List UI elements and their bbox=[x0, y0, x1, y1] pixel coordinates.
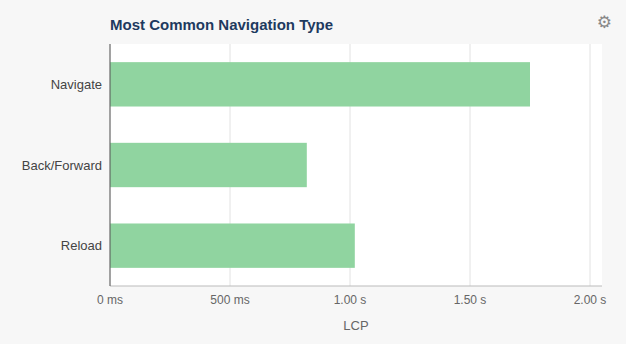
tick-label: 1.50 s bbox=[454, 293, 487, 307]
tick-label: 500 ms bbox=[210, 293, 249, 307]
tick-label: 0 ms bbox=[97, 293, 123, 307]
grid-line bbox=[590, 44, 591, 286]
bar bbox=[110, 62, 530, 106]
title: Most Common Navigation Type bbox=[110, 16, 333, 33]
annotation: ⚙ bbox=[597, 12, 612, 32]
x-axis-line bbox=[110, 286, 602, 287]
bar bbox=[110, 223, 355, 267]
chart: 0 ms 500 ms 1.00 s 1.50 s 2.00 s Reload Back/F… bbox=[0, 0, 626, 344]
tick-label: 2.00 s bbox=[574, 293, 607, 307]
chart-container: 0 ms 500 ms 1.00 s 1.50 s 2.00 s Reload Back/F… bbox=[0, 0, 626, 344]
y-axis-line bbox=[110, 44, 111, 286]
category-label: Reload bbox=[61, 238, 102, 253]
x-axis-label: LCP bbox=[343, 318, 368, 333]
category-label: Navigate bbox=[51, 77, 102, 92]
category-label: Back/Forward bbox=[22, 158, 102, 173]
tick-label: 1.00 s bbox=[334, 293, 367, 307]
plot-area bbox=[110, 44, 602, 286]
grid-line bbox=[110, 44, 111, 286]
bars bbox=[110, 62, 530, 268]
bar bbox=[110, 143, 307, 187]
